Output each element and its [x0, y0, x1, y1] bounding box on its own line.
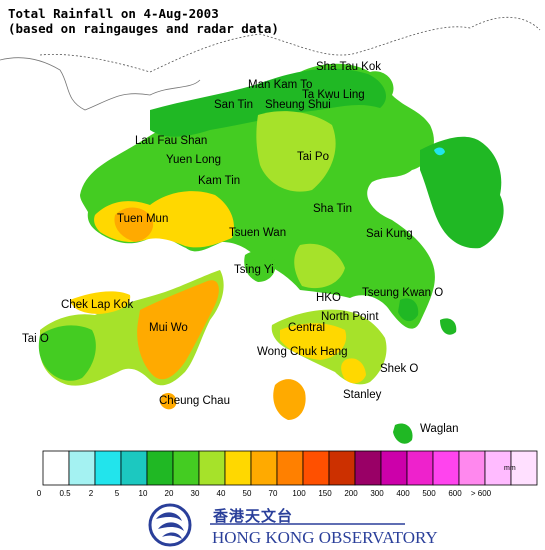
rain-zone-yellow-hk-island: [280, 323, 347, 360]
map-title: Total Rainfall on 4-Aug-2003: [8, 6, 219, 21]
rain-zone-green-lantau: [38, 325, 96, 381]
rain-zone-dark-north: [150, 68, 387, 137]
legend-tick-label: 2: [89, 489, 94, 498]
legend-color-bar: [42, 450, 538, 486]
legend-swatch: [42, 450, 70, 486]
legend-tick-label: 40: [217, 489, 226, 498]
mainland-coast: [0, 57, 201, 111]
legend-tick-label: 0: [37, 489, 42, 498]
legend-swatch: [146, 450, 174, 486]
place-label: Waglan: [420, 423, 459, 435]
tsing-yi-island: [244, 250, 276, 282]
legend-tick-label: 100: [292, 489, 306, 498]
rain-zone-light-center: [256, 111, 336, 192]
legend-tick-label: 30: [191, 489, 200, 498]
place-label: Tai O: [22, 333, 49, 345]
legend-swatch: [198, 450, 226, 486]
place-label: Cheung Chau: [159, 395, 230, 407]
legend-tick-label: 300: [370, 489, 384, 498]
legend-tick-label: 400: [396, 489, 410, 498]
legend-swatch: [224, 450, 252, 486]
legend-tick-labels: 0 0.5 2 5 10 20 30 40 50 70 100 150 200 300 400 500 600 >…: [37, 489, 492, 498]
legend-tick-label: 150: [318, 489, 332, 498]
place-label: Tai Po: [297, 151, 329, 163]
cheung-chau-island: [160, 393, 177, 410]
eastern-islands: [393, 298, 457, 444]
place-label: HKO: [316, 292, 341, 304]
place-label: Sheung Shui: [265, 99, 331, 111]
legend-tick-label: 70: [269, 489, 278, 498]
legend-swatch: [328, 450, 356, 486]
hko-logo-icon: [148, 503, 192, 547]
legend-swatch: [354, 450, 382, 486]
place-label: Sha Tin: [313, 203, 352, 215]
place-label: Shek O: [380, 363, 418, 375]
place-label: Sha Tau Kok: [316, 61, 381, 73]
legend-swatch: [484, 450, 512, 486]
legend-swatch: [68, 450, 96, 486]
place-label: Tsuen Wan: [229, 227, 286, 239]
place-label: Tseung Kwan O: [362, 287, 443, 299]
hko-english-name: HONG KONG OBSERVATORY: [212, 528, 438, 547]
rain-zone-orange-tuen-mun: [114, 207, 154, 242]
place-label: Kam Tin: [198, 175, 240, 187]
place-label: Ta Kwu Ling: [302, 89, 365, 101]
legend-swatch: [172, 450, 200, 486]
rain-zone-cyan: [434, 147, 445, 156]
place-label: Stanley: [343, 389, 382, 401]
legend-swatch: [510, 450, 538, 486]
legend-swatch: [250, 450, 278, 486]
place-label: Yuen Long: [166, 154, 221, 166]
legend-tick-label: 5: [115, 489, 120, 498]
place-label: San Tin: [214, 99, 253, 111]
legend-tick-label: 200: [344, 489, 358, 498]
legend-tick-label: > 600: [471, 489, 492, 498]
legend-swatch: [380, 450, 408, 486]
rain-zone-yellow-stanley: [341, 358, 366, 384]
mainland-boundary: [39, 16, 541, 73]
rain-zone-orange-mui-wo: [137, 280, 219, 380]
place-label: Lau Fau Shan: [135, 135, 207, 147]
legend-tick-label: 0.5: [59, 489, 71, 498]
lamma-island: [273, 379, 306, 420]
legend-tick-label: 50: [243, 489, 252, 498]
chek-lap-kok-island: [70, 291, 131, 314]
place-label: Wong Chuk Hang: [257, 346, 348, 358]
legend-swatch: [458, 450, 486, 486]
map-subtitle: (based on raingauges and radar data): [8, 21, 279, 36]
legend-tick-label: 600: [448, 489, 462, 498]
legend-tick-label: 10: [139, 489, 148, 498]
rain-zone-light-south: [294, 243, 345, 289]
place-label: Tuen Mun: [117, 213, 168, 225]
legend-swatch: [406, 450, 434, 486]
place-label: Chek Lap Kok: [61, 299, 133, 311]
legend-swatch: [276, 450, 304, 486]
place-label: Mui Wo: [149, 322, 188, 334]
legend-swatch: [432, 450, 460, 486]
legend-swatch: [94, 450, 122, 486]
place-label: Man Kam To: [248, 79, 312, 91]
legend-unit: mm: [504, 465, 516, 472]
hko-chinese-name: 香港天文台: [213, 507, 294, 525]
place-label: Central: [288, 322, 325, 334]
legend-tick-label: 20: [165, 489, 174, 498]
legend-swatch: [120, 450, 148, 486]
legend-swatch: [302, 450, 330, 486]
sai-kung-peninsula: [420, 136, 504, 249]
legend-tick-label: 500: [422, 489, 436, 498]
place-label: Tsing Yi: [234, 264, 274, 276]
place-label: North Point: [321, 311, 379, 323]
place-label: Sai Kung: [366, 228, 413, 240]
